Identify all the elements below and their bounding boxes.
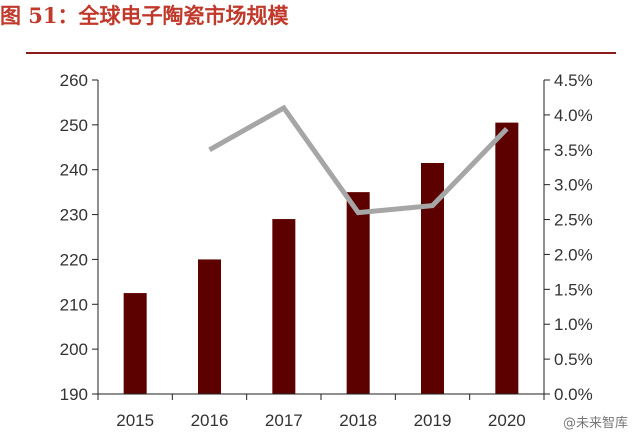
line-group — [208, 104, 509, 216]
bar — [495, 122, 519, 394]
y-right-tick-label: 1.5% — [554, 280, 593, 299]
y-left-tick-label: 240 — [60, 161, 88, 180]
x-tick-label: 2015 — [116, 411, 154, 430]
y-right-tick-label: 3.0% — [554, 176, 593, 195]
bar — [123, 293, 147, 394]
y-right-tick-label: 4.5% — [554, 71, 593, 90]
bar — [346, 192, 370, 394]
y-right-tick-label: 3.5% — [554, 141, 593, 160]
y-left-tick-label: 230 — [60, 206, 88, 225]
y-right-tick-label: 2.0% — [554, 245, 593, 264]
x-tick-label: 2018 — [339, 411, 377, 430]
bar — [421, 162, 444, 394]
y-left-tick-label: 250 — [60, 116, 88, 135]
y-right-tick-label: 0.5% — [554, 350, 593, 369]
y-right-tick-label: 1.0% — [554, 315, 593, 334]
y-left-tick-label: 260 — [60, 71, 88, 90]
x-tick-label: 2019 — [414, 411, 452, 430]
y-right-tick-label: 4.0% — [554, 106, 593, 125]
y-left-tick-label: 190 — [60, 385, 88, 404]
y-left-tick-label: 220 — [60, 250, 88, 269]
figure-title: 图 51：全球电子陶瓷市场规模 — [0, 3, 289, 28]
bar-group — [123, 122, 519, 394]
title-divider — [26, 52, 616, 54]
y-right-tick-label: 2.5% — [554, 211, 593, 230]
growth-line — [208, 104, 509, 216]
x-tick-label: 2020 — [488, 411, 526, 430]
y-left-tick-label: 210 — [60, 295, 88, 314]
x-tick-label: 2016 — [191, 411, 229, 430]
x-tick-label: 2017 — [265, 411, 303, 430]
watermark: @未来智库 — [562, 416, 628, 431]
y-left-tick-label: 200 — [60, 340, 88, 359]
bar — [198, 259, 221, 394]
bar — [272, 219, 296, 394]
y-right-tick-label: 0.0% — [554, 385, 593, 404]
axes-group: 190 200 210 220 230 240 250 260 0.0% 0.5% 1.0% 1.5%… — [60, 71, 593, 430]
